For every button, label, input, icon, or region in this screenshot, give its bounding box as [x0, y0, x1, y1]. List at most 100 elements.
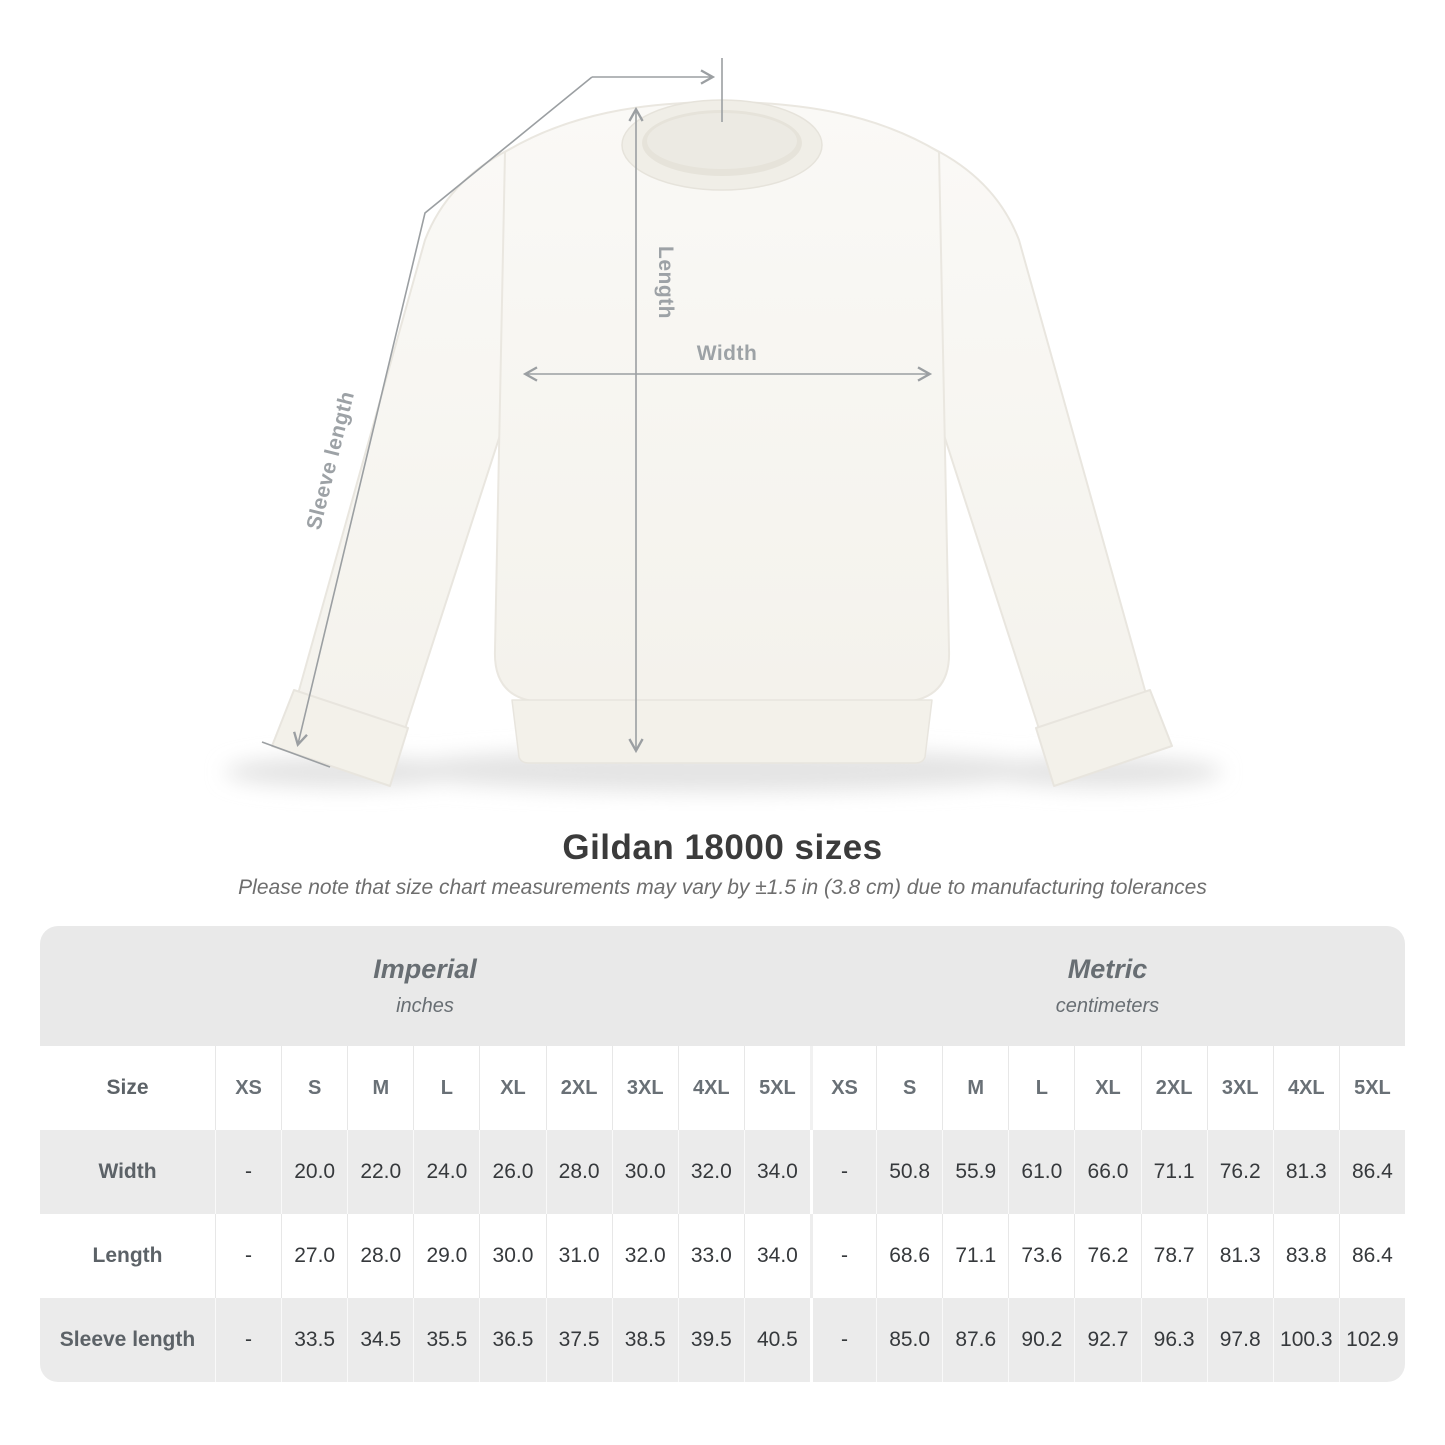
value-cell: - [809, 1298, 877, 1382]
value-cell: 71.1 [942, 1214, 1009, 1298]
value-cell: 83.8 [1272, 1214, 1339, 1298]
value-cell: 30.0 [611, 1130, 678, 1214]
value-cell: 50.8 [876, 1130, 943, 1214]
size-cell: S [281, 1046, 348, 1130]
value-cell: 26.0 [479, 1130, 546, 1214]
unit-group-header-row: Imperial inches Metric centimeters [40, 926, 1405, 1046]
size-cell: 5XL [743, 1046, 810, 1130]
value-cell: 28.0 [347, 1214, 414, 1298]
row-label: Sleeve length [40, 1298, 215, 1382]
value-cell: 66.0 [1074, 1130, 1141, 1214]
value-cell: 34.0 [743, 1130, 810, 1214]
value-cell: 86.4 [1338, 1214, 1405, 1298]
value-cell: - [215, 1214, 282, 1298]
value-cell: 76.2 [1074, 1214, 1141, 1298]
value-cell: 28.0 [545, 1130, 612, 1214]
value-cell: 24.0 [413, 1130, 480, 1214]
imperial-group-header: Imperial inches [40, 926, 810, 1046]
value-cell: 22.0 [347, 1130, 414, 1214]
sleeve-length-row: Sleeve length - 33.5 34.5 35.5 36.5 37.5… [40, 1298, 1405, 1382]
size-header-cell: Size [40, 1046, 215, 1130]
size-cell: 4XL [677, 1046, 744, 1130]
size-cell: 4XL [1272, 1046, 1339, 1130]
value-cell: 97.8 [1206, 1298, 1273, 1382]
size-cell: 2XL [545, 1046, 612, 1130]
value-cell: 102.9 [1338, 1298, 1405, 1382]
size-cell: XL [479, 1046, 546, 1130]
imperial-group-name: Imperial [373, 954, 477, 984]
metric-group-name: Metric [1067, 954, 1148, 984]
value-cell: - [809, 1130, 877, 1214]
sleeve-measure-line [293, 76, 593, 748]
value-cell: 33.0 [677, 1214, 744, 1298]
size-cell: 3XL [1206, 1046, 1273, 1130]
page-title: Gildan 18000 sizes [562, 828, 883, 867]
value-cell: 36.5 [479, 1298, 546, 1382]
size-chart-table: Imperial inches Metric centimeters Size … [40, 926, 1405, 1382]
value-cell: 85.0 [876, 1298, 943, 1382]
size-cell: M [942, 1046, 1009, 1130]
value-cell: 78.7 [1140, 1214, 1207, 1298]
left-cuff [271, 689, 409, 787]
width-label: Width [697, 342, 758, 365]
size-cell: XL [1074, 1046, 1141, 1130]
value-cell: 35.5 [413, 1298, 480, 1382]
value-cell: 100.3 [1272, 1298, 1339, 1382]
value-cell: - [215, 1298, 282, 1382]
value-cell: 92.7 [1074, 1298, 1141, 1382]
body [493, 101, 951, 703]
sweatshirt-illustration [271, 99, 1173, 787]
length-label: Length [654, 246, 677, 319]
row-label: Length [40, 1214, 215, 1298]
size-cell: 5XL [1338, 1046, 1405, 1130]
size-header-row: Size XS S M L XL 2XL 3XL 4XL 5XL XS S M … [40, 1046, 1405, 1130]
value-cell: - [215, 1130, 282, 1214]
size-cell: 3XL [611, 1046, 678, 1130]
value-cell: 30.0 [479, 1214, 546, 1298]
value-cell: 73.6 [1008, 1214, 1075, 1298]
size-cell: 2XL [1140, 1046, 1207, 1130]
value-cell: 81.3 [1206, 1214, 1273, 1298]
value-cell: 87.6 [942, 1298, 1009, 1382]
value-cell: 90.2 [1008, 1298, 1075, 1382]
value-cell: 81.3 [1272, 1130, 1339, 1214]
value-cell: 33.5 [281, 1298, 348, 1382]
value-cell: 40.5 [743, 1298, 810, 1382]
value-cell: 76.2 [1206, 1130, 1273, 1214]
value-cell: 34.0 [743, 1214, 810, 1298]
length-row: Length - 27.0 28.0 29.0 30.0 31.0 32.0 3… [40, 1214, 1405, 1298]
value-cell: 34.5 [347, 1298, 414, 1382]
value-cell: - [809, 1214, 877, 1298]
value-cell: 39.5 [677, 1298, 744, 1382]
waistband [511, 699, 933, 764]
value-cell: 32.0 [677, 1130, 744, 1214]
width-row: Width - 20.0 22.0 24.0 26.0 28.0 30.0 32… [40, 1130, 1405, 1214]
value-cell: 27.0 [281, 1214, 348, 1298]
size-cell: L [1008, 1046, 1075, 1130]
garment-measurement-diagram: Length Width Sleeve length [225, 58, 1222, 792]
size-cell: M [347, 1046, 414, 1130]
value-cell: 96.3 [1140, 1298, 1207, 1382]
value-cell: 71.1 [1140, 1130, 1207, 1214]
size-cell: XS [809, 1046, 877, 1130]
sleeve-end-tick [261, 741, 331, 768]
imperial-group-unit: inches [396, 995, 454, 1017]
size-cell: L [413, 1046, 480, 1130]
value-cell: 86.4 [1338, 1130, 1405, 1214]
measurement-lines [261, 58, 933, 768]
value-cell: 29.0 [413, 1214, 480, 1298]
tolerance-note: Please note that size chart measurements… [238, 876, 1207, 899]
value-cell: 38.5 [611, 1298, 678, 1382]
value-cell: 55.9 [942, 1130, 1009, 1214]
value-cell: 61.0 [1008, 1130, 1075, 1214]
metric-group-header: Metric centimeters [809, 926, 1405, 1046]
size-cell: S [876, 1046, 943, 1130]
value-cell: 31.0 [545, 1214, 612, 1298]
metric-group-unit: centimeters [1055, 995, 1160, 1017]
value-cell: 20.0 [281, 1130, 348, 1214]
right-cuff [1035, 689, 1173, 787]
collar-inner [647, 113, 797, 169]
value-cell: 32.0 [611, 1214, 678, 1298]
value-cell: 37.5 [545, 1298, 612, 1382]
size-cell: XS [215, 1046, 282, 1130]
